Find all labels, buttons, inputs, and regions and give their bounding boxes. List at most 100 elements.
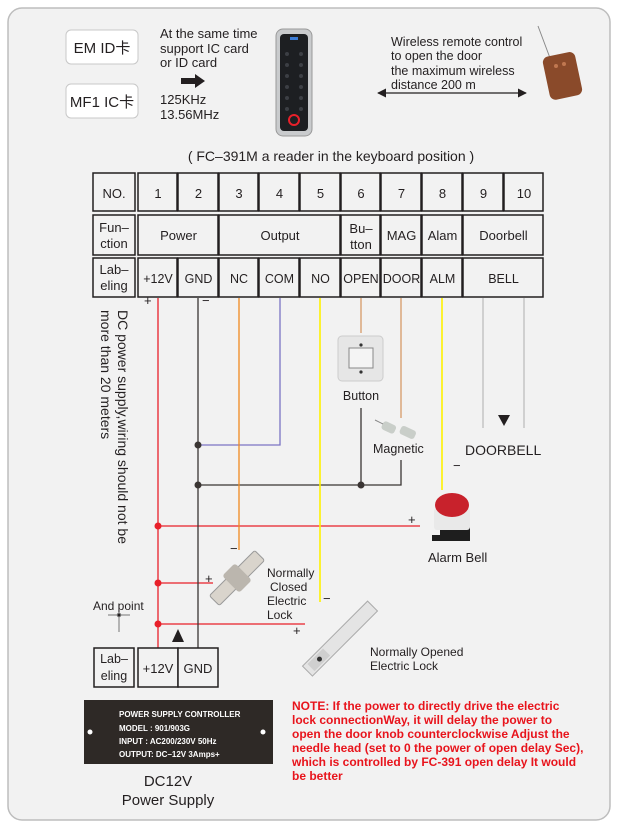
terminal-label: GND bbox=[185, 272, 213, 286]
terminal-number: 6 bbox=[357, 186, 364, 201]
minus-sign: − bbox=[453, 458, 461, 473]
labeling-cell bbox=[380, 257, 422, 298]
function-header: Fun– bbox=[99, 220, 129, 235]
labeling-header-line2: eling bbox=[100, 278, 127, 293]
labeling-cell bbox=[421, 257, 463, 298]
terminal-number-cell bbox=[340, 172, 381, 212]
magnetic-contact-image bbox=[374, 419, 416, 439]
terminal-number: 9 bbox=[480, 186, 487, 201]
note-text: NOTE: If the power to directly drive the… bbox=[291, 699, 587, 783]
terminal-number: 7 bbox=[398, 186, 405, 201]
doorbell-label: DOORBELL bbox=[465, 442, 541, 458]
minus-sign: − bbox=[230, 541, 238, 556]
no-lock-label: Normally Opened Electric Lock bbox=[370, 645, 467, 673]
wire-com bbox=[198, 298, 281, 446]
mf1-card-label: MF1 IC卡 bbox=[70, 94, 134, 111]
terminal-number-cell bbox=[177, 172, 219, 212]
psu-gnd-label: GND bbox=[184, 661, 213, 676]
psu-12v-label: +12V bbox=[143, 661, 174, 676]
exit-button-image bbox=[337, 335, 384, 382]
function-cell bbox=[137, 214, 219, 256]
alarm-bell-label: Alarm Bell bbox=[428, 550, 487, 565]
no-header-cell bbox=[92, 172, 136, 212]
function-label: Output bbox=[260, 228, 299, 243]
terminal-number: 5 bbox=[317, 186, 324, 201]
terminal-number: 8 bbox=[439, 186, 446, 201]
labeling-cell bbox=[299, 257, 341, 298]
terminal-number: 4 bbox=[276, 186, 283, 201]
em-id-card: EM ID卡 bbox=[65, 29, 139, 65]
plus-sign: + bbox=[293, 623, 301, 638]
labeling-cell bbox=[177, 257, 219, 298]
terminal-label: BELL bbox=[488, 272, 519, 286]
terminal-number: 3 bbox=[235, 186, 242, 201]
power-terminal-table: Lab– eling +12V GND bbox=[93, 647, 219, 688]
svg-text:MODEL : 901/903G: MODEL : 901/903G bbox=[119, 724, 190, 733]
terminal-number-cell bbox=[421, 172, 463, 212]
magnetic-label: Magnetic bbox=[373, 442, 424, 456]
function-label: Doorbell bbox=[479, 228, 528, 243]
nc-lock-label: Normally Closed Electric Lock bbox=[267, 566, 318, 622]
labeling-cell bbox=[462, 257, 544, 298]
keypad-reader-image bbox=[275, 28, 313, 137]
terminal-number-cell bbox=[137, 172, 178, 212]
labeling-header: Lab– bbox=[100, 652, 128, 666]
plus-sign: + bbox=[408, 512, 416, 527]
button-label: Button bbox=[343, 389, 379, 403]
function-cell bbox=[218, 214, 341, 256]
labeling-cell bbox=[258, 257, 300, 298]
labeling-header-line2: eling bbox=[101, 669, 127, 683]
wires: + − + − − + − + bbox=[144, 293, 525, 648]
power-supply-caption-line2: Power Supply bbox=[122, 792, 215, 809]
terminal-label: DOOR bbox=[383, 272, 421, 286]
svg-text:OUTPUT: DC–12V 3Amps+: OUTPUT: DC–12V 3Amps+ bbox=[119, 750, 220, 759]
support-text: At the same time support IC card or ID c… bbox=[160, 26, 261, 70]
junction-dot bbox=[154, 522, 162, 530]
normally-opened-lock-image bbox=[301, 600, 379, 677]
frequency-text: 125KHz 13.56MHz bbox=[160, 92, 219, 122]
junction-dot bbox=[357, 481, 365, 489]
terminal-number-cell bbox=[380, 172, 422, 212]
wiring-distance-note: DC power supply,wiring should not be mor… bbox=[98, 310, 131, 548]
terminal-label: NO bbox=[311, 272, 330, 286]
power-supply-caption: DC12V bbox=[144, 773, 192, 790]
function-header-line2: ction bbox=[100, 236, 127, 251]
no-header: NO. bbox=[102, 186, 125, 201]
function-header-cell bbox=[92, 214, 136, 256]
alarm-bell-image bbox=[432, 493, 470, 541]
junction-symbol bbox=[108, 612, 130, 632]
arrow-up-icon bbox=[172, 629, 184, 642]
svg-text:INPUT : AC200/230V 50Hz: INPUT : AC200/230V 50Hz bbox=[119, 737, 217, 746]
arrow-down-icon bbox=[498, 415, 510, 426]
terminal-number-cell bbox=[218, 172, 259, 212]
function-cell bbox=[380, 214, 422, 256]
junction-dot bbox=[154, 620, 162, 628]
function-cell bbox=[340, 214, 381, 256]
terminal-number-cell bbox=[462, 172, 504, 212]
minus-sign: − bbox=[323, 591, 331, 606]
labeling-cell bbox=[137, 257, 178, 298]
function-label: MAG bbox=[387, 228, 417, 243]
wire-gnd-door bbox=[198, 460, 402, 486]
remote-control-image bbox=[537, 25, 583, 100]
terminal-number-cell bbox=[503, 172, 544, 212]
function-label: Bu– bbox=[349, 221, 373, 236]
power-supply-plate: POWER SUPPLY CONTROLLER MODEL : 901/903G… bbox=[84, 700, 273, 764]
terminal-number: 10 bbox=[517, 186, 531, 201]
terminal-number-cell bbox=[299, 172, 341, 212]
plus-sign: + bbox=[205, 571, 213, 586]
labeling-cell bbox=[340, 257, 381, 298]
terminal-label: COM bbox=[265, 272, 294, 286]
terminal-number-cell bbox=[258, 172, 300, 212]
arrow-right-icon bbox=[181, 74, 205, 88]
normally-closed-lock-image bbox=[209, 550, 265, 606]
terminal-number: 2 bbox=[195, 186, 202, 201]
labeling-header: Lab– bbox=[100, 262, 130, 277]
plus-sign: + bbox=[144, 293, 152, 308]
terminal-number: 1 bbox=[154, 186, 161, 201]
terminal-label: NC bbox=[230, 272, 248, 286]
function-label: Alam bbox=[428, 228, 458, 243]
labeling-cell bbox=[218, 257, 259, 298]
and-point-label: And point bbox=[93, 599, 144, 613]
